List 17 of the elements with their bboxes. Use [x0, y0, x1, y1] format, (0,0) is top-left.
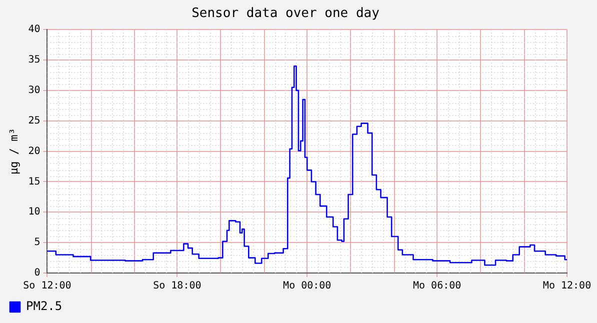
y-tick-label: 35 — [28, 54, 40, 66]
y-tick-label: 0 — [34, 268, 40, 279]
y-axis-title: μg / m³ — [7, 128, 20, 174]
y-tick-label: 5 — [34, 237, 40, 248]
x-tick-label: Mo 06:00 — [412, 280, 462, 292]
y-tick-label: 25 — [28, 115, 40, 126]
x-tick-label: So 18:00 — [153, 280, 202, 292]
x-tick-label: Mo 12:00 — [542, 280, 592, 292]
x-tick-label: Mo 00:00 — [283, 280, 332, 292]
chart-title: Sensor data over one day — [192, 6, 380, 22]
legend-label: PM2.5 — [26, 299, 62, 314]
y-tick-label: 40 — [28, 24, 40, 36]
x-tick-label: So 12:00 — [23, 280, 72, 292]
y-tick-label: 15 — [28, 176, 40, 188]
y-tick-label: 10 — [28, 206, 40, 218]
y-tick-label: 30 — [28, 85, 40, 96]
y-tick-label: 20 — [28, 146, 40, 157]
